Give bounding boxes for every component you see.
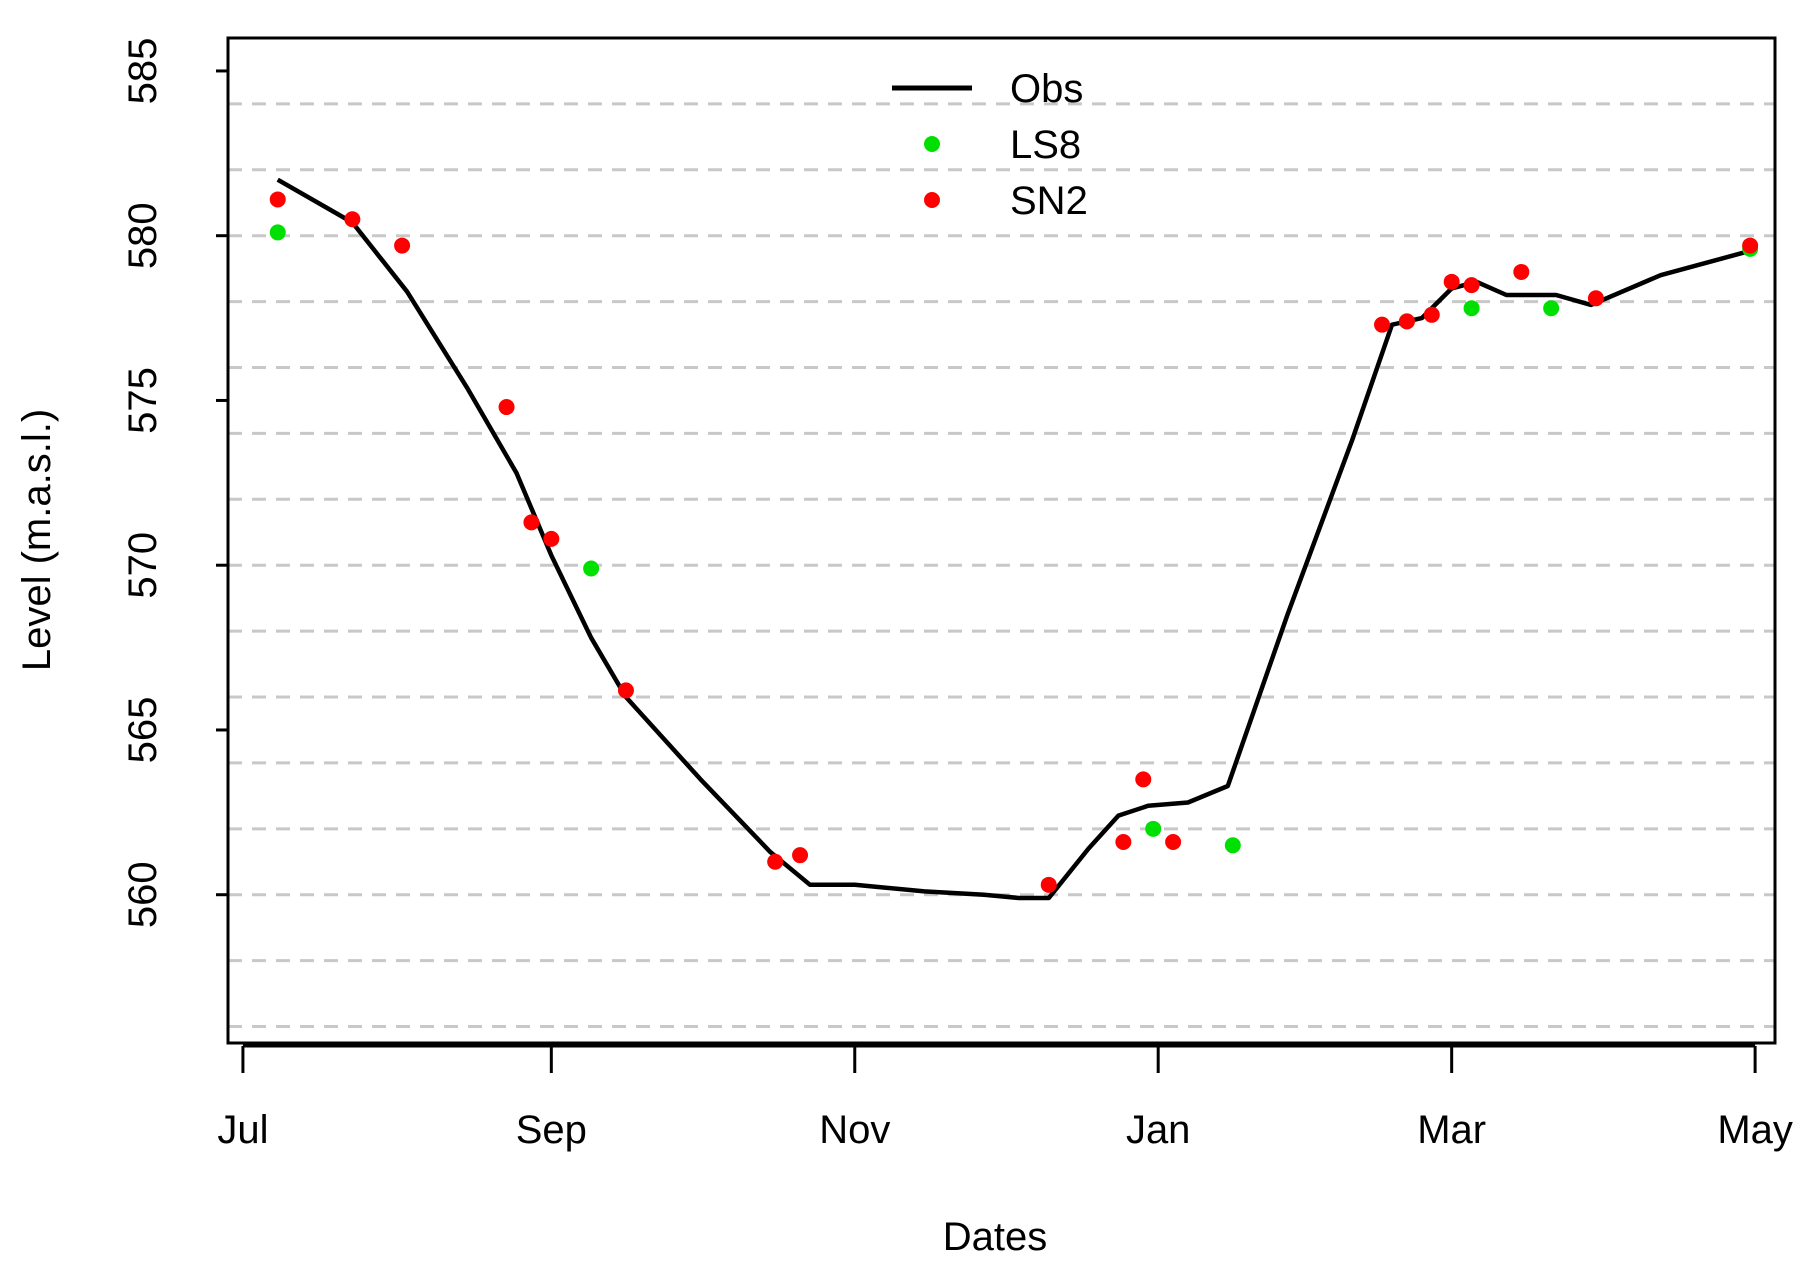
data-point-sn2 (1165, 834, 1182, 850)
data-point-sn2 (1443, 273, 1460, 290)
y-tick-label: 570 (121, 532, 165, 599)
data-point-ls8 (1224, 837, 1241, 854)
plot-frame (226, 36, 1777, 1045)
y-axis-title: Level (m.a.s.l.) (15, 409, 59, 671)
x-tick-label: Nov (819, 1108, 890, 1152)
data-point-sn2 (1398, 313, 1415, 330)
legend-point-swatch (924, 136, 940, 152)
y-tick-label: 575 (121, 367, 165, 434)
y-tick-label: 565 (121, 697, 165, 764)
x-axis: Jul Sep Nov Jan Mar May (217, 1044, 1793, 1152)
y-tick-label: 580 (121, 202, 165, 269)
data-point-sn2 (767, 853, 784, 870)
data-point-sn2 (1040, 876, 1057, 893)
data-point-ls8 (269, 224, 286, 241)
legend-label: Obs (1010, 67, 1083, 111)
legend-point-swatch (924, 192, 940, 208)
x-tick-label: Mar (1417, 1108, 1486, 1152)
x-axis-title: Dates (943, 1215, 1048, 1259)
data-point-ls8 (1543, 300, 1560, 317)
legend-label: LS8 (1010, 123, 1081, 167)
data-point-sn2 (1135, 771, 1152, 788)
data-point-sn2 (498, 399, 515, 416)
x-tick-label: May (1717, 1108, 1793, 1152)
data-point-sn2 (523, 514, 540, 531)
data-point-sn2 (1374, 316, 1391, 333)
data-point-sn2 (1463, 277, 1480, 294)
series-layer (269, 177, 1759, 901)
legend-label: SN2 (1010, 179, 1088, 223)
grid-lines (228, 36, 1775, 1029)
data-point-sn2 (1742, 237, 1759, 254)
legend: Obs LS8 SN2 (892, 67, 1088, 223)
series-line-obs (276, 177, 1746, 901)
data-point-ls8 (1463, 300, 1480, 317)
x-tick-label: Sep (516, 1108, 587, 1152)
data-point-sn2 (543, 530, 560, 547)
data-point-sn2 (1513, 263, 1530, 280)
data-point-sn2 (1423, 306, 1440, 323)
x-tick-label: Jul (217, 1108, 268, 1152)
data-point-sn2 (344, 211, 361, 228)
data-point-ls8 (1145, 820, 1162, 837)
data-point-sn2 (1587, 290, 1604, 307)
x-tick-label: Jan (1126, 1108, 1191, 1152)
data-point-sn2 (1115, 834, 1132, 850)
data-point-sn2 (792, 847, 809, 864)
data-point-ls8 (583, 560, 600, 577)
y-tick-label: 560 (121, 861, 165, 928)
y-axis: 560 565 570 575 580 585 (121, 38, 228, 928)
data-point-sn2 (617, 682, 634, 699)
data-point-sn2 (269, 191, 286, 208)
data-point-sn2 (394, 237, 411, 254)
y-tick-label: 585 (121, 38, 165, 105)
